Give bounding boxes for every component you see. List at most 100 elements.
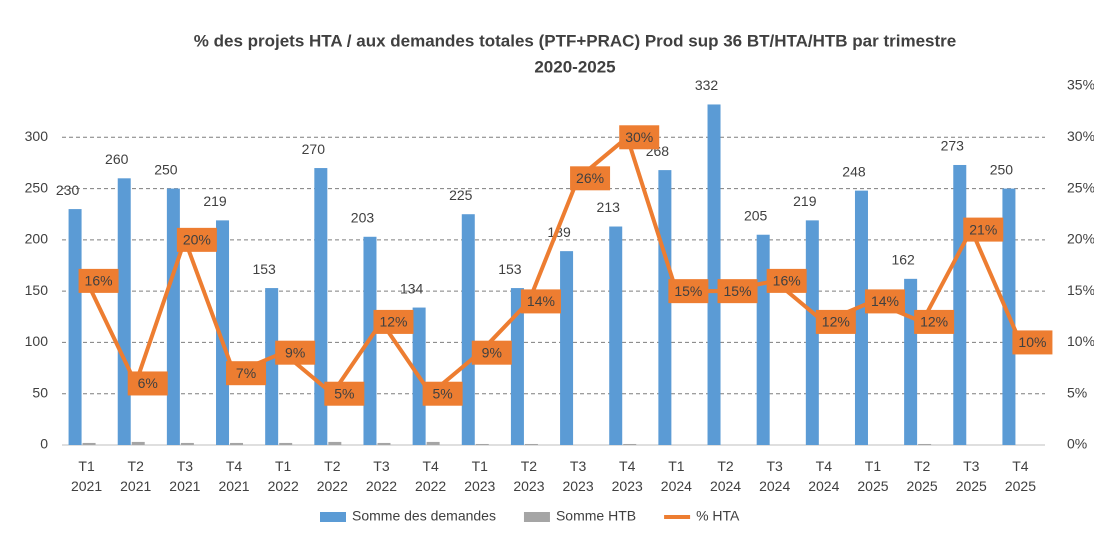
y-tick-label: 150	[25, 282, 49, 298]
bar	[461, 214, 475, 445]
bar-label: 203	[351, 209, 375, 225]
bar-label: 225	[449, 187, 473, 203]
bar-label: 230	[56, 182, 80, 198]
x-tick-label: T1 2023	[464, 458, 495, 494]
legend-swatch	[320, 512, 346, 522]
bar	[609, 226, 623, 445]
y-tick-label: 50	[32, 384, 48, 400]
bar-label: 250	[990, 161, 1014, 177]
x-tick-label: T2 2022	[317, 458, 348, 494]
legend-label: Somme HTB	[556, 508, 636, 524]
y-tick-label: 200	[25, 231, 49, 247]
x-tick-label: T3 2021	[169, 458, 200, 494]
bar	[854, 190, 868, 445]
bar	[180, 442, 194, 445]
bar	[279, 442, 293, 445]
data-label-box	[275, 340, 316, 365]
bar-label: 332	[695, 77, 719, 93]
data-label-box	[717, 279, 758, 304]
y2-tick-label: 15%	[1067, 282, 1094, 298]
x-tick-label: T3 2023	[562, 458, 593, 494]
data-label-box	[78, 268, 119, 293]
x-tick-label: T2 2024	[710, 458, 741, 494]
bar	[756, 234, 770, 445]
data-label: 15%	[724, 283, 752, 299]
x-tick-label: T2 2025	[907, 458, 938, 494]
bar	[131, 441, 145, 445]
data-label-box	[619, 125, 660, 150]
data-label: 5%	[433, 385, 453, 401]
y-tick-label: 250	[25, 179, 49, 195]
bar-label: 219	[793, 193, 817, 209]
data-label: 14%	[871, 293, 899, 309]
bar-label: 162	[891, 252, 915, 268]
bar	[953, 164, 967, 446]
chart-title: 2020-2025	[534, 57, 615, 76]
x-tick-label: T2 2021	[120, 458, 151, 494]
data-label-box	[127, 371, 168, 396]
data-label: 30%	[625, 129, 653, 145]
x-tick-label: T4 2022	[415, 458, 446, 494]
data-label: 7%	[236, 365, 256, 381]
bar	[328, 441, 342, 445]
data-label-box	[324, 381, 365, 406]
y2-tick-label: 5%	[1067, 384, 1087, 400]
bar	[426, 441, 440, 445]
y-tick-label: 100	[25, 333, 49, 349]
bar-label: 219	[203, 193, 227, 209]
bar	[117, 178, 131, 446]
x-tick-label: T3 2025	[956, 458, 987, 494]
bar-label: 250	[154, 161, 178, 177]
x-tick-label: T4 2024	[808, 458, 839, 494]
y2-tick-label: 30%	[1067, 128, 1094, 144]
data-label-box	[668, 279, 709, 304]
x-tick-label: T2 2023	[513, 458, 544, 494]
data-label: 10%	[1018, 334, 1046, 350]
x-tick-label: T3 2022	[366, 458, 397, 494]
data-label: 16%	[85, 273, 113, 289]
bar-label: 153	[498, 261, 522, 277]
data-label-box	[570, 166, 611, 191]
bar	[314, 168, 328, 446]
bar	[918, 443, 932, 445]
bar	[805, 220, 819, 445]
data-label: 9%	[482, 344, 502, 360]
bar-label: 205	[744, 207, 768, 223]
bar	[623, 443, 637, 445]
bar	[707, 104, 721, 445]
bar	[216, 220, 230, 445]
y2-tick-label: 0%	[1067, 436, 1087, 452]
y2-tick-label: 10%	[1067, 333, 1094, 349]
bar	[265, 288, 279, 445]
y-tick-label: 0	[40, 436, 48, 452]
x-tick-label: T1 2021	[71, 458, 102, 494]
y2-tick-label: 35%	[1067, 77, 1094, 93]
bar	[82, 442, 96, 445]
data-label: 12%	[379, 314, 407, 330]
data-label-box	[520, 289, 561, 314]
bar-label: 153	[252, 261, 276, 277]
x-tick-label: T3 2024	[759, 458, 790, 494]
y2-tick-label: 20%	[1067, 231, 1094, 247]
x-tick-label: T4 2023	[612, 458, 643, 494]
data-label-box	[471, 340, 512, 365]
bar-label: 270	[302, 141, 326, 157]
data-label: 21%	[969, 221, 997, 237]
data-label: 14%	[527, 293, 555, 309]
data-label-box	[815, 309, 856, 334]
legend-swatch	[523, 512, 550, 522]
data-label-box	[226, 361, 267, 386]
legend-label: % HTA	[696, 508, 740, 524]
chart-title: % des projets HTA / aux demandes totales…	[194, 31, 956, 50]
bar	[68, 209, 82, 445]
bar	[510, 288, 524, 445]
data-label: 15%	[674, 283, 702, 299]
bar-label: 248	[842, 163, 866, 179]
data-label: 9%	[285, 344, 305, 360]
data-label-box	[766, 268, 807, 293]
x-tick-label: T4 2025	[1005, 458, 1036, 494]
bar	[475, 443, 489, 445]
bar-label: 260	[105, 151, 129, 167]
